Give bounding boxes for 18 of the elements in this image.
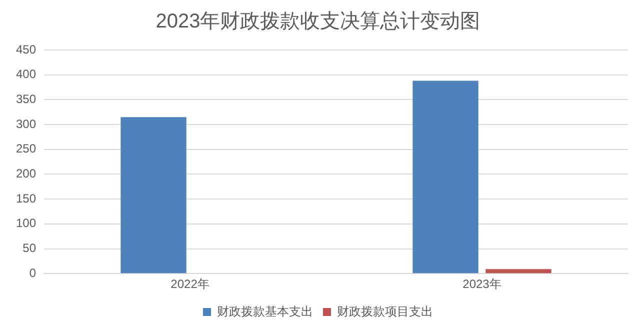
chart-title: 2023年财政拨款收支决算总计变动图 <box>156 10 480 33</box>
bar <box>412 80 478 274</box>
y-tick-label: 200 <box>16 166 36 181</box>
y-tick-label: 400 <box>16 67 36 82</box>
bar <box>120 117 186 274</box>
x-tick-label: 2022年 <box>170 277 210 292</box>
y-tick-label: 0 <box>29 266 36 280</box>
legend-label: 财政拨款基本支出 <box>217 304 313 318</box>
y-tick-label: 300 <box>16 116 36 131</box>
y-tick-label: 450 <box>16 42 36 56</box>
bar <box>486 269 552 274</box>
y-tick-label: 150 <box>16 191 36 206</box>
y-tick-label: 350 <box>16 92 36 106</box>
y-tick-label: 100 <box>16 216 36 230</box>
legend-label: 财政拨款项目支出 <box>337 304 433 318</box>
x-tick-label: 2023年 <box>462 277 502 292</box>
y-tick-label: 250 <box>16 142 36 156</box>
y-tick-label: 50 <box>22 241 36 256</box>
